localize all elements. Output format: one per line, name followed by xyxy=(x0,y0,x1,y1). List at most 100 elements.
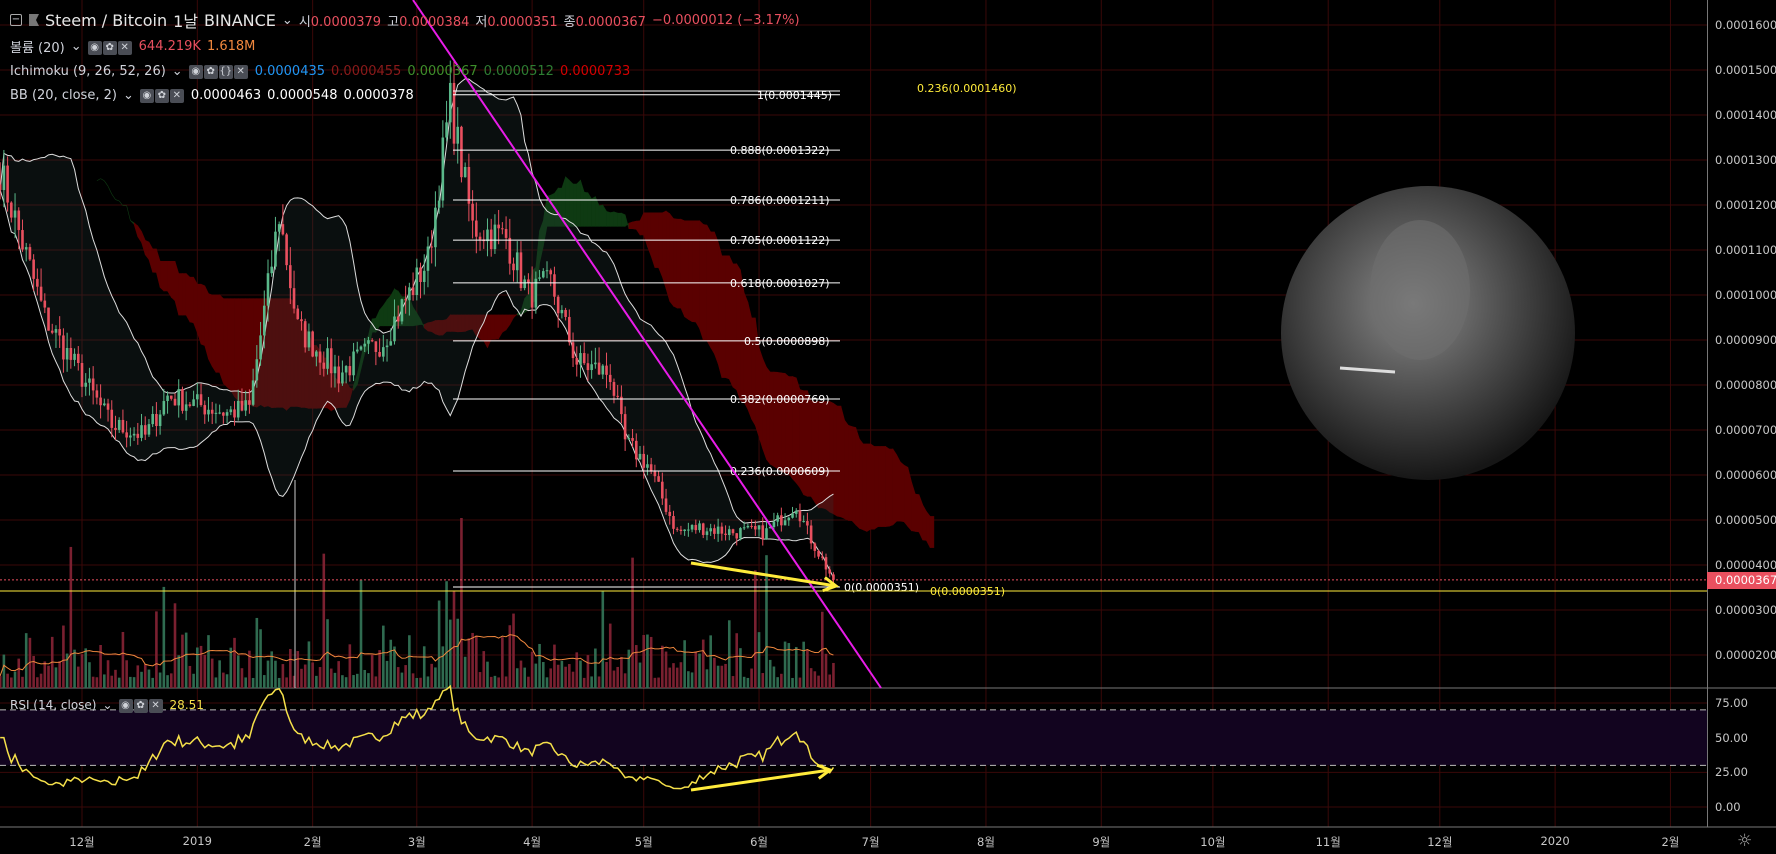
last-price-label: 0.0000367 xyxy=(1707,571,1776,589)
volume-bar xyxy=(17,658,21,688)
gear-icon[interactable]: ✿ xyxy=(154,89,169,103)
candle-body xyxy=(363,343,367,347)
close-icon[interactable]: ✕ xyxy=(117,40,132,55)
candle-body xyxy=(385,345,389,348)
eye-icon[interactable]: ◉ xyxy=(139,89,154,103)
candle-body xyxy=(698,523,701,531)
symbol-header: − Steem / Bitcoin 1날 BINANCE ⌄ 시0.000037… xyxy=(10,8,800,32)
candle-body xyxy=(184,404,188,411)
volume-bar xyxy=(121,631,125,688)
chevron-down-icon[interactable]: ⌄ xyxy=(102,698,113,712)
volume-bar xyxy=(720,665,724,688)
volume-name[interactable]: 볼륨 (20) xyxy=(10,41,65,56)
close-icon[interactable]: ✕ xyxy=(233,65,248,79)
close-icon[interactable]: ✕ xyxy=(148,699,163,713)
volume-bar xyxy=(6,673,9,688)
eye-icon[interactable]: ◉ xyxy=(87,40,102,55)
candle-body xyxy=(657,476,660,482)
candle-body xyxy=(248,400,251,405)
cloud-segment xyxy=(907,467,912,532)
close-label: 종 xyxy=(563,14,576,30)
candle-body xyxy=(783,520,787,526)
volume-bar xyxy=(515,668,519,688)
divergence-arrow-price xyxy=(690,561,837,588)
chevron-down-icon[interactable]: ⌄ xyxy=(171,63,183,79)
time-axis-label: 12월 xyxy=(1427,835,1453,849)
gear-icon[interactable]: ✿ xyxy=(203,65,218,79)
candle-body xyxy=(534,278,538,308)
bb-name[interactable]: BB (20, close, 2) xyxy=(10,87,117,103)
volume-bar xyxy=(627,649,631,688)
candle-body xyxy=(132,433,136,436)
volume-bar xyxy=(169,673,173,688)
candle-body xyxy=(456,126,460,144)
volume-bar xyxy=(698,653,701,688)
candle-body xyxy=(99,397,102,406)
volume-bar xyxy=(508,625,512,688)
collapse-icon[interactable]: − xyxy=(10,14,22,26)
chevron-down-icon[interactable]: ⌄ xyxy=(70,39,82,54)
rsi-name[interactable]: RSI (14, close) xyxy=(10,698,97,712)
cloud-segment xyxy=(189,276,194,324)
candle-body xyxy=(746,525,750,528)
candle-body xyxy=(501,228,504,230)
cloud-segment xyxy=(583,191,589,227)
chevron-down-icon[interactable]: ⌄ xyxy=(281,12,293,28)
volume-bar xyxy=(489,676,493,688)
volume-bar xyxy=(270,651,274,688)
volume-bar xyxy=(151,677,154,688)
candle-body xyxy=(318,351,322,363)
volume-value: 644.219K xyxy=(138,39,201,54)
candle-body xyxy=(333,366,337,374)
candle-body xyxy=(307,331,311,348)
volume-bar xyxy=(326,619,329,688)
high-value: 0.0000384 xyxy=(399,14,470,30)
cloud-segment xyxy=(595,196,600,227)
eye-icon[interactable]: ◉ xyxy=(118,699,133,713)
ichimoku-legend: Ichimoku (9, 26, 52, 26) ⌄ ◉ ✿{} ✕ 0.000043… xyxy=(10,63,630,79)
bb-lower: 0.0000378 xyxy=(343,87,414,103)
volume-bar xyxy=(824,653,828,688)
cloud-segment xyxy=(848,424,853,522)
candle-body xyxy=(43,300,47,308)
volume-bar xyxy=(441,646,445,688)
exchange[interactable]: BINANCE xyxy=(204,10,276,30)
volume-bar xyxy=(750,668,753,688)
volume-bar xyxy=(389,639,393,688)
candle-body xyxy=(612,382,616,396)
volume-bar xyxy=(820,611,824,688)
volume-bar xyxy=(181,634,184,688)
candle-body xyxy=(10,202,13,218)
candle-body xyxy=(188,404,192,406)
volume-bar xyxy=(69,546,73,688)
price-axis[interactable] xyxy=(1707,0,1776,827)
settings-gear-icon[interactable]: ☼ xyxy=(1737,831,1753,851)
gear-icon[interactable]: ✿ xyxy=(102,40,117,55)
volume-bar xyxy=(341,675,344,688)
rsi-tick-label: 25.00 xyxy=(1715,765,1748,780)
gear-icon[interactable]: ✿ xyxy=(133,699,148,713)
volume-bar xyxy=(579,660,582,688)
volume-bar xyxy=(114,669,117,688)
candle-body xyxy=(400,299,404,322)
candle-body xyxy=(817,550,820,557)
price-tick-label: 0.0001200 xyxy=(1715,198,1776,212)
divergence-arrow-rsi-head xyxy=(816,763,834,780)
symbol-name[interactable]: Steem / Bitcoin xyxy=(45,10,168,30)
source-code-icon[interactable]: {} xyxy=(218,65,233,79)
volume-bar xyxy=(664,651,668,688)
candle-body xyxy=(623,414,627,440)
cloud-segment xyxy=(665,210,671,302)
interval[interactable]: 1날 xyxy=(173,12,199,31)
close-icon[interactable]: ✕ xyxy=(169,89,184,103)
candle-body xyxy=(222,412,225,416)
cloud-segment xyxy=(487,314,492,348)
chevron-down-icon[interactable]: ⌄ xyxy=(122,87,134,103)
ichimoku-name[interactable]: Ichimoku (9, 26, 52, 26) xyxy=(10,63,166,79)
candle-body xyxy=(556,296,560,314)
volume-bar xyxy=(560,660,564,688)
eye-icon[interactable]: ◉ xyxy=(188,65,203,79)
candle-body xyxy=(229,409,233,413)
volume-bar xyxy=(292,675,296,688)
